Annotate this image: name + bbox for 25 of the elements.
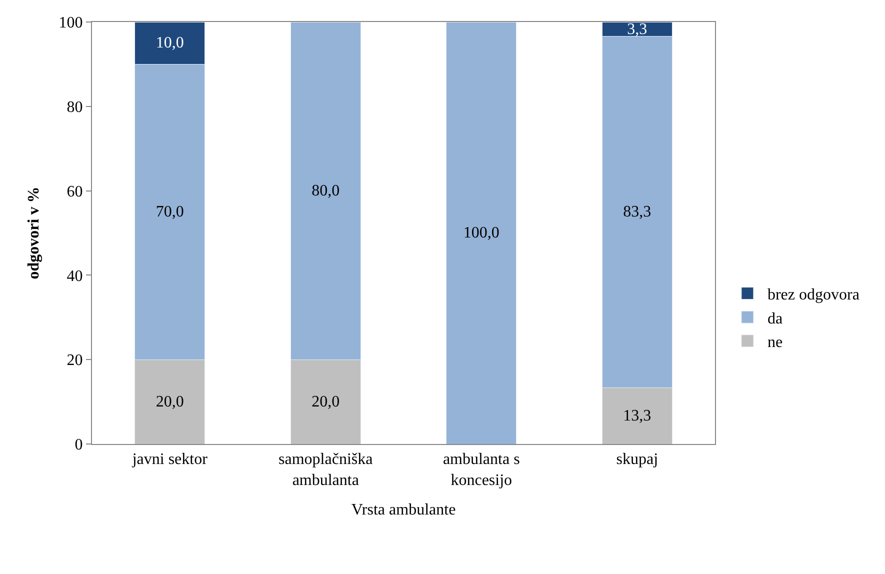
- data-label: 20,0: [156, 393, 184, 410]
- legend-label: ne: [767, 334, 783, 352]
- data-label: 70,0: [156, 203, 184, 220]
- x-axis-title: Vrsta ambulante: [351, 502, 456, 519]
- legend-label: da: [767, 310, 783, 328]
- y-axis-title: odgovori v %: [26, 186, 43, 280]
- x-tick-label: skupaj: [616, 451, 658, 468]
- x-tick-label: javni sektor: [131, 451, 208, 468]
- y-tick-label: 80: [66, 99, 83, 116]
- bar: [446, 22, 517, 444]
- data-label: 80,0: [312, 182, 340, 200]
- data-label: 20,0: [312, 393, 340, 410]
- y-tick-label: 100: [58, 14, 83, 32]
- y-tick-label: 0: [74, 436, 83, 454]
- x-tick-label: ambulanta s koncesijo: [442, 451, 520, 489]
- y-tick-label: 60: [66, 183, 83, 200]
- data-label: 83,3: [623, 204, 652, 221]
- data-label: 3,3: [627, 20, 648, 38]
- data-label: 100,0: [463, 224, 500, 242]
- data-label: 10,0: [156, 34, 184, 52]
- y-tick-label: 20: [66, 352, 83, 370]
- y-tick-label: 40: [66, 268, 83, 285]
- data-label: 13,3: [623, 407, 652, 424]
- x-tick-label: samoplačniška ambulanta: [278, 451, 373, 489]
- legend-label: brez odgovora: [767, 286, 860, 304]
